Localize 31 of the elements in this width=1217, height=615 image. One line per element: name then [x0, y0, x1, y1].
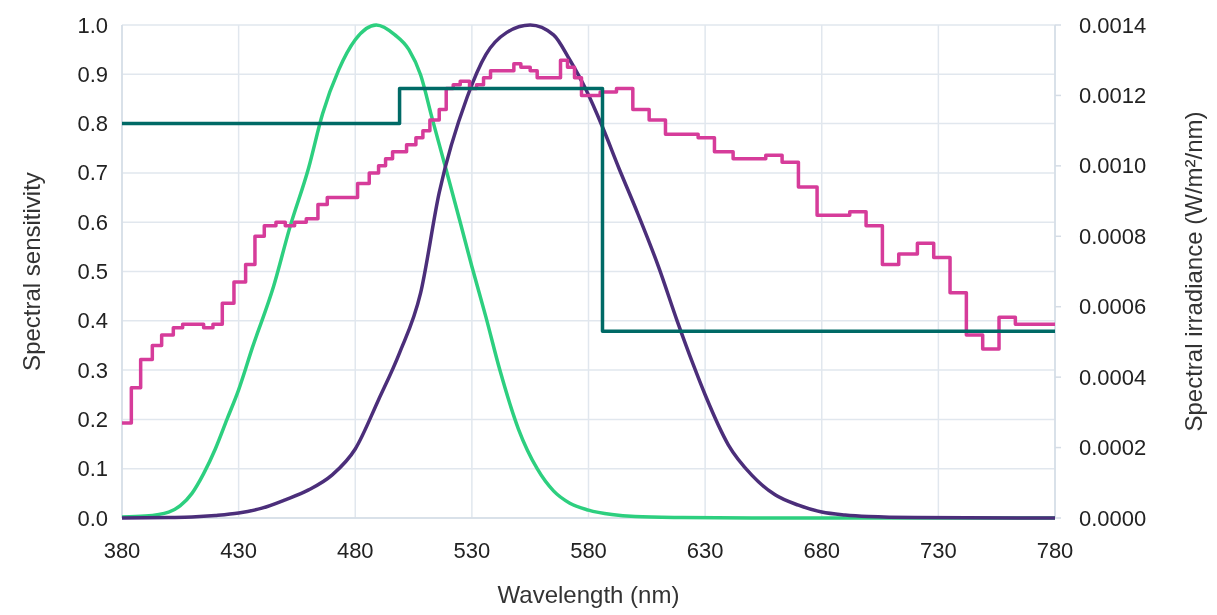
x-tick-label: 630 [686, 538, 724, 563]
y2-tick-label: 0.0014 [1079, 12, 1147, 38]
y-tick-label: 0.6 [77, 209, 108, 235]
x-tick-label: 580 [570, 538, 607, 563]
y2-tick-label: 0.0000 [1079, 505, 1147, 531]
x-tick-label: 680 [803, 538, 841, 563]
y-tick-label: 0.3 [77, 357, 108, 383]
y2-tick-label: 0.0006 [1079, 294, 1147, 320]
y-tick-label: 0.7 [77, 160, 108, 186]
y2-tick-label: 0.0010 [1079, 153, 1147, 179]
x-tick-label: 530 [453, 538, 491, 563]
y2-axis-title: Spectral irradiance (W/m²/nm) [1180, 111, 1207, 432]
y2-tick-label: 0.0008 [1079, 223, 1147, 249]
y2-tick-label: 0.0002 [1079, 435, 1147, 461]
x-tick-label: 380 [103, 538, 141, 563]
y-tick-label: 0.5 [77, 259, 108, 284]
y2-tick-label: 0.0004 [1079, 364, 1147, 390]
y-tick-label: 0.2 [77, 406, 108, 432]
y-tick-label: 0.8 [77, 111, 108, 137]
y2-tick-label: 0.0012 [1079, 82, 1147, 108]
y-tick-label: 0.0 [77, 505, 108, 531]
y-tick-label: 0.4 [77, 308, 108, 334]
x-tick-label: 730 [920, 538, 957, 563]
y-tick-label: 0.1 [77, 456, 108, 482]
x-tick-label: 430 [220, 538, 257, 563]
x-tick-label: 780 [1036, 538, 1074, 563]
x-axis-title: Wavelength (nm) [497, 581, 680, 608]
y-tick-label: 1.0 [77, 12, 108, 38]
x-tick-label: 480 [336, 538, 374, 563]
y-tick-label: 0.9 [77, 61, 108, 87]
y-axis-title: Spectral sensitivity [18, 172, 45, 371]
